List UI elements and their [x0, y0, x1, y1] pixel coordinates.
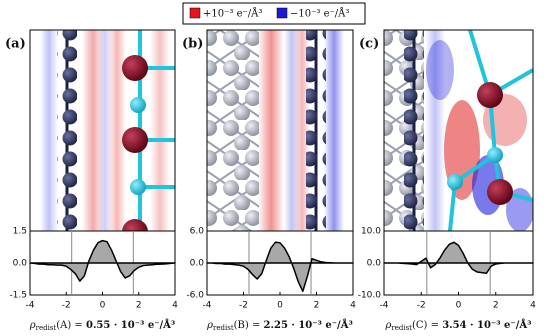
caption: ρredist(A) = 0.55 · 10⁻³ e⁻/Å³ — [29, 319, 176, 333]
x-tick-label: 2 — [493, 301, 499, 311]
legend-swatch — [276, 7, 288, 19]
structure-image — [30, 30, 175, 231]
caption-value: 3.54 · 10⁻³ e⁻/Å³ — [442, 319, 531, 331]
x-tick-label: -4 — [26, 301, 35, 311]
x-tick-label: 2 — [136, 301, 142, 311]
structure-image — [207, 30, 353, 231]
caption: ρredist(B) = 2.25 · 10⁻³ e⁻/Å³ — [206, 319, 353, 333]
x-tick-label: 2 — [314, 301, 320, 311]
line-series — [29, 239, 176, 282]
caption-symbol: ρ — [384, 320, 391, 331]
y-tick-label: 0.0 — [13, 259, 28, 269]
x-tick-label: 4 — [172, 301, 178, 311]
caption-argument: (C) = — [412, 320, 442, 331]
caption-subscript: redist — [36, 324, 57, 332]
caption-value: 2.25 · 10⁻³ e⁻/Å³ — [264, 319, 353, 331]
legend-swatch — [189, 7, 201, 19]
legend-label: −10⁻³ e⁻/Å³ — [290, 8, 349, 20]
y-tick-label: 0.0 — [367, 259, 382, 269]
panel-label: (c) — [359, 37, 379, 52]
y-tick-label: 10.0 — [361, 227, 381, 237]
caption-subscript: redist — [391, 324, 412, 332]
x-tick-label: -2 — [239, 301, 248, 311]
x-tick-label: 0 — [277, 301, 283, 311]
x-tick-label: 4 — [530, 301, 536, 311]
line-series — [383, 241, 534, 274]
x-tick-label: 0 — [100, 301, 106, 311]
y-tick-label: 0.0 — [190, 259, 205, 269]
y-tick-label: -6.0 — [186, 291, 204, 301]
line-series — [206, 241, 354, 293]
panel-label: (b) — [182, 37, 203, 52]
x-tick-label: 0 — [456, 301, 462, 311]
caption-subscript: redist — [213, 324, 234, 332]
structure-image — [384, 30, 533, 231]
legend-label: +10⁻³ e⁻/Å³ — [203, 8, 262, 20]
caption-symbol: ρ — [29, 320, 36, 331]
y-tick-label: 1.5 — [13, 227, 27, 237]
y-tick-label: 6.0 — [190, 227, 205, 237]
caption-argument: (A) = — [56, 320, 86, 331]
caption: ρredist(C) = 3.54 · 10⁻³ e⁻/Å³ — [384, 319, 531, 333]
caption-value: 0.55 · 10⁻³ e⁻/Å³ — [86, 319, 175, 331]
panel-label: (a) — [5, 37, 26, 52]
caption-symbol: ρ — [206, 320, 213, 331]
x-tick-label: -2 — [417, 301, 426, 311]
caption-argument: (B) = — [234, 320, 264, 331]
x-tick-label: 4 — [350, 301, 356, 311]
x-tick-label: -4 — [380, 301, 389, 311]
x-tick-label: -2 — [62, 301, 71, 311]
y-tick-label: -1.5 — [9, 291, 27, 301]
x-tick-label: -4 — [203, 301, 212, 311]
y-tick-label: -10.0 — [358, 291, 382, 301]
legend-box — [182, 2, 366, 25]
